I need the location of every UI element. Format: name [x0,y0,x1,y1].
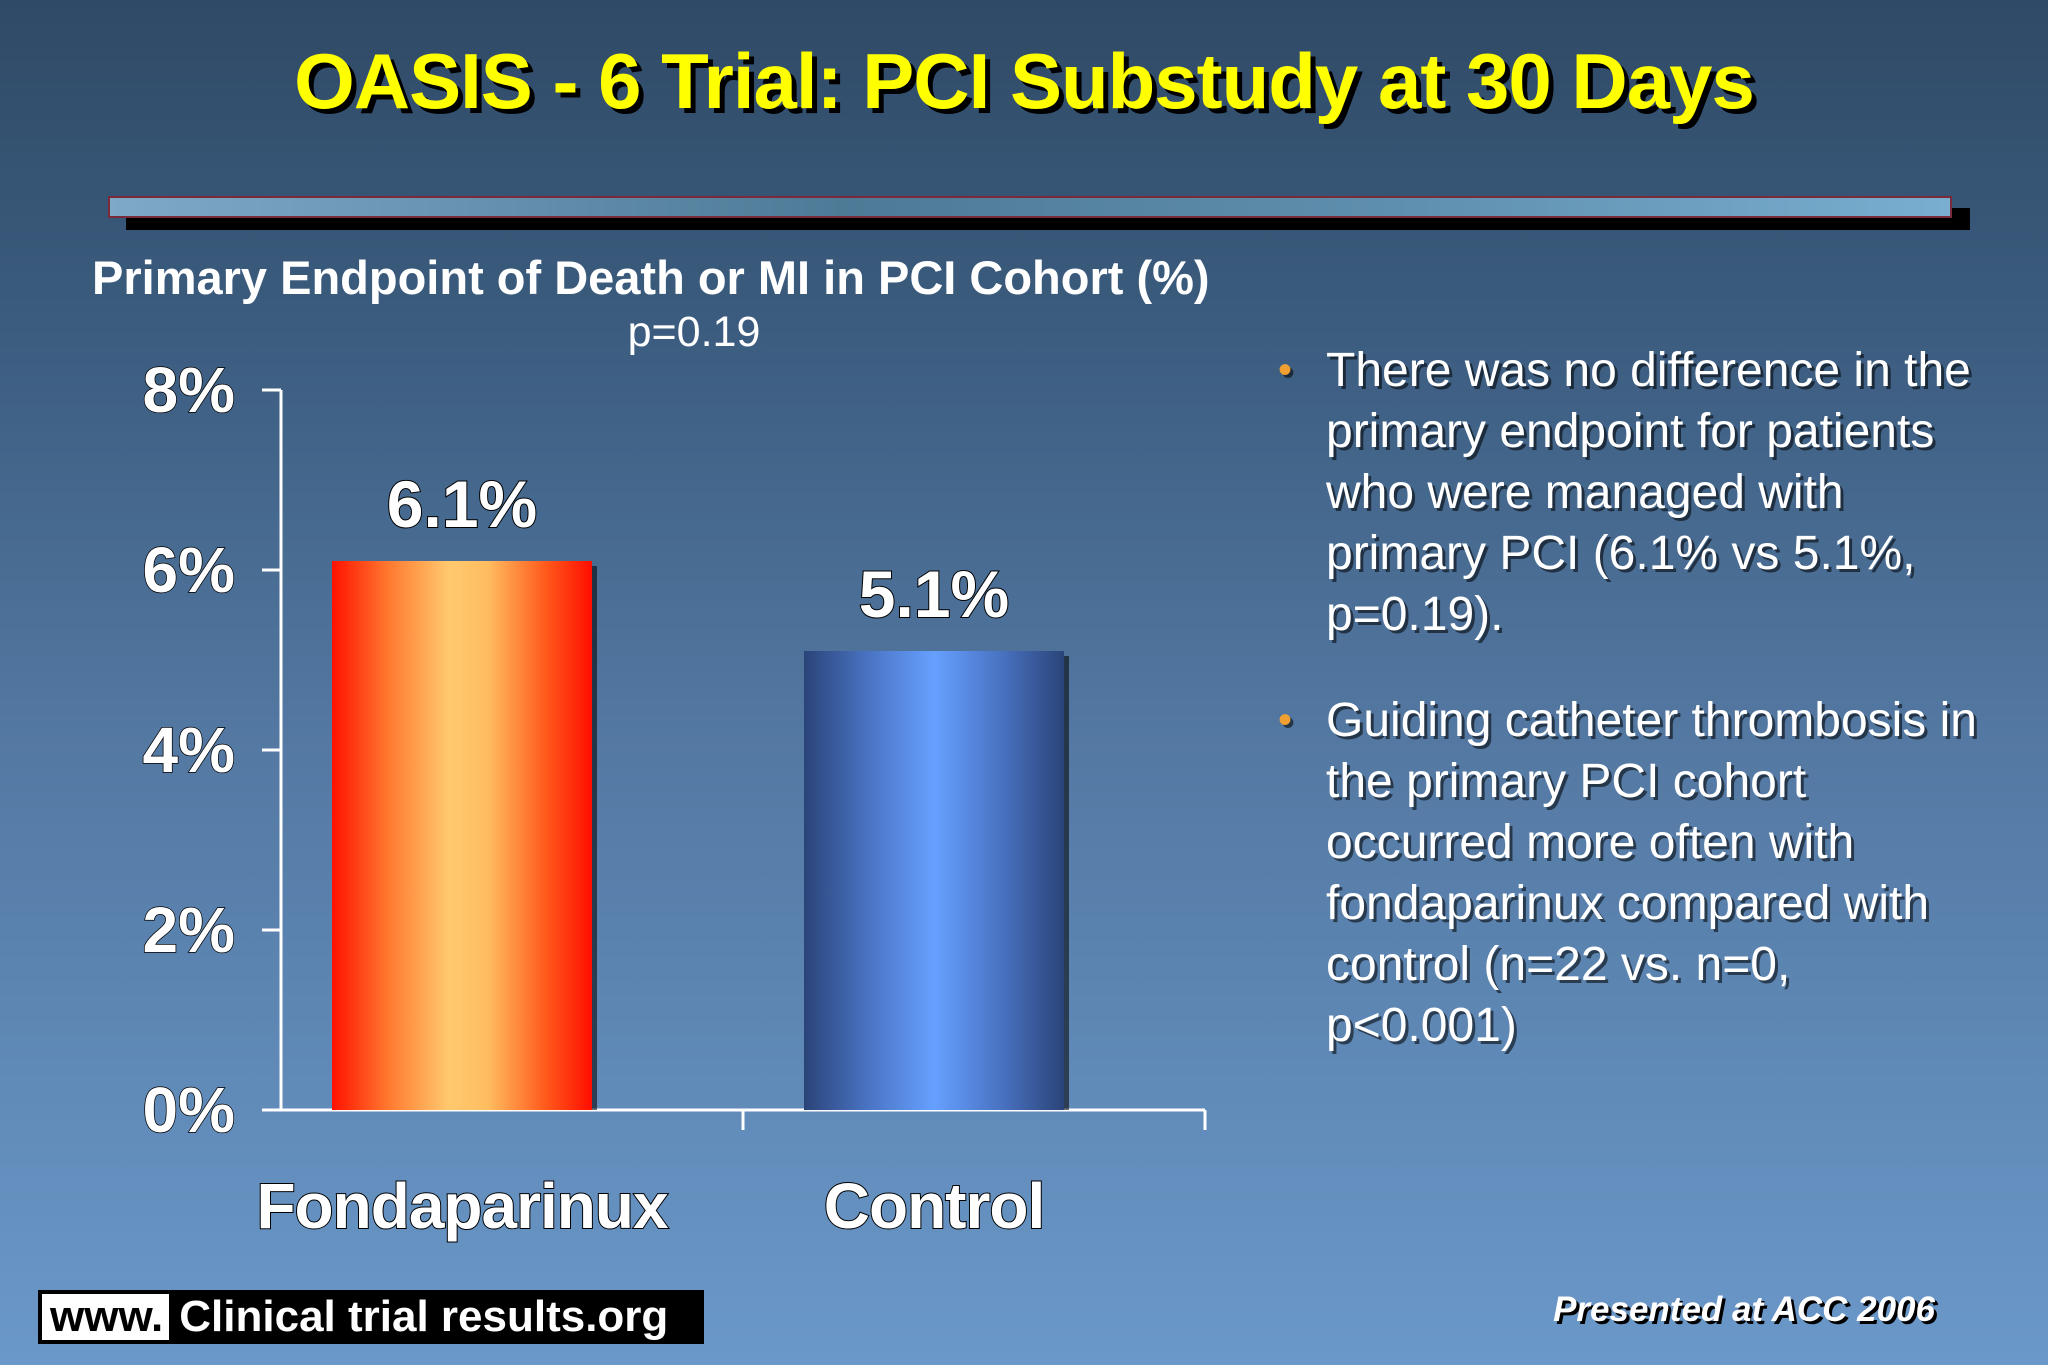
presented-at: Presented at ACC 2006 [1553,1290,1935,1329]
y-tick-label: 6% [143,534,236,606]
bullet-marker-icon: • [1278,348,1293,392]
bar [804,651,1064,1110]
bullet-marker-icon: • [1278,698,1293,742]
y-tick-label: 0% [143,1074,236,1146]
chart-title: Primary Endpoint of Death or MI in PCI C… [92,251,1210,304]
chart-bars [332,561,1069,1110]
bar-chart: 0% 2% 4% 6% 8% 6.1% Fondaparinux 5.1% Control [141,353,1069,1243]
bar-value-label: 5.1% [859,557,1009,631]
slide-title: OASIS - 6 Trial: PCI Substudy at 30 Days [294,37,1755,125]
x-category-label: Fondaparinux [256,1170,669,1242]
y-tick-label: 8% [143,354,236,426]
title-divider [108,196,1970,230]
bullet-text: There was no difference in the primary e… [1326,344,1971,641]
logo-text: Clinical trial results.org [179,1292,669,1341]
bar-value-label: 6.1% [387,467,537,541]
chart-labels: 0% 2% 4% 6% 8% 6.1% Fondaparinux 5.1% Control [142,353,1047,1243]
bullet-text: Guiding catheter thrombosis in the prima… [1326,694,1977,1052]
bullet-item: • Guiding catheter thrombosis in the pri… [1270,690,1990,1056]
logo-www: www. [42,1294,170,1340]
y-tick-label: 2% [143,894,236,966]
x-category-label: Control [824,1170,1045,1242]
site-logo: www. Clinical trial results.org [38,1290,704,1344]
y-tick-label: 4% [143,714,236,786]
bullet-item: • There was no difference in the primary… [1270,340,1990,645]
bar [332,561,592,1110]
chart-p-value: p=0.19 [627,308,761,356]
title-divider-bar [108,196,1952,218]
bullet-list: • There was no difference in the primary… [1270,340,1990,1101]
